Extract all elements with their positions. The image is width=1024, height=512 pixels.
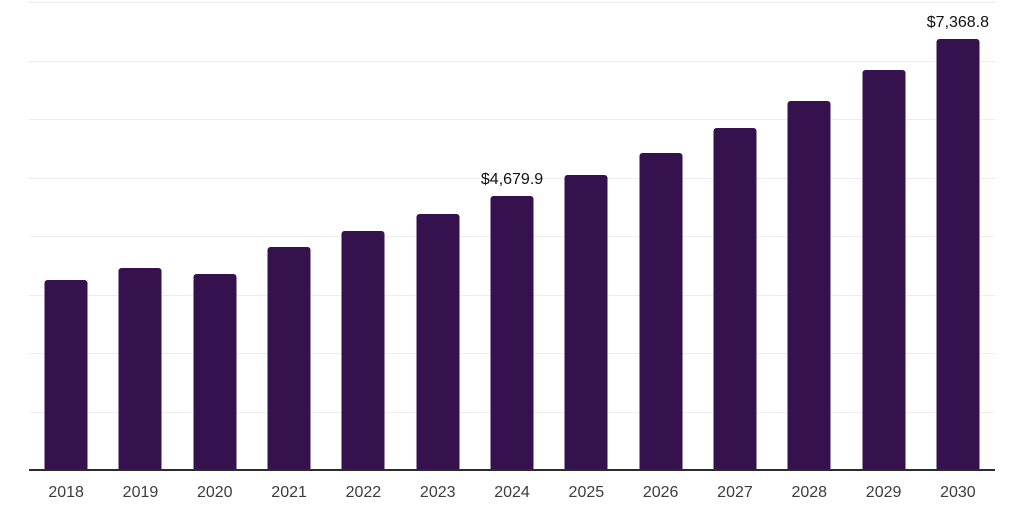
x-axis-tick-labels: 2018 2019 2020 2021 2022 2023 2024 2025 2026 2027… bbox=[29, 471, 995, 502]
gridline-7000 bbox=[29, 60, 995, 62]
bar-2020 bbox=[193, 274, 237, 470]
x-tick-2025: 2025 bbox=[568, 484, 605, 501]
bar-column-2029 bbox=[846, 2, 920, 470]
x-axis-line bbox=[29, 469, 995, 471]
bar-column-2030: $7,368.8 bbox=[921, 2, 995, 470]
x-tick-2028: 2028 bbox=[791, 484, 828, 501]
bar-column-2020 bbox=[178, 2, 252, 470]
bar-column-2019 bbox=[103, 2, 177, 470]
bar-2027 bbox=[713, 128, 757, 470]
bar-2021 bbox=[267, 247, 311, 470]
bar-2026 bbox=[639, 152, 683, 470]
x-tick-2029: 2029 bbox=[865, 484, 902, 501]
bar-column-2026 bbox=[624, 2, 698, 470]
bar-column-2025 bbox=[549, 2, 623, 470]
bar-column-2027 bbox=[698, 2, 772, 470]
x-tick-2023: 2023 bbox=[419, 484, 456, 501]
gridline-6000 bbox=[29, 119, 995, 120]
bar-2028 bbox=[787, 100, 831, 470]
bar-2024 bbox=[490, 196, 534, 470]
bar-2023 bbox=[416, 214, 460, 470]
data-label-2030: $7,368.8 bbox=[926, 13, 990, 31]
bar-2025 bbox=[564, 175, 608, 470]
bar-2019 bbox=[118, 267, 162, 470]
gridline-5000 bbox=[29, 177, 995, 179]
bar-2030 bbox=[936, 38, 980, 470]
x-tick-2022: 2022 bbox=[345, 484, 382, 501]
plot-area: $4,679.9 $7,368.8 bbox=[29, 2, 995, 470]
bar-column-2022 bbox=[326, 2, 400, 470]
x-tick-2019: 2019 bbox=[122, 484, 159, 501]
bars-layer: $4,679.9 $7,368.8 bbox=[29, 2, 995, 470]
bar-2022 bbox=[341, 231, 385, 470]
x-tick-2026: 2026 bbox=[642, 484, 679, 501]
bar-column-2024: $4,679.9 bbox=[475, 2, 549, 470]
bar-2029 bbox=[862, 69, 906, 470]
bar-column-2028 bbox=[772, 2, 846, 470]
bar-column-2021 bbox=[252, 2, 326, 470]
x-tick-2020: 2020 bbox=[196, 484, 233, 501]
bar-column-2023 bbox=[401, 2, 475, 470]
data-label-2024: $4,679.9 bbox=[480, 171, 544, 189]
bar-2018 bbox=[44, 279, 88, 470]
x-tick-2030: 2030 bbox=[940, 484, 976, 501]
x-tick-2024: 2024 bbox=[494, 484, 530, 501]
x-tick-2021: 2021 bbox=[271, 484, 307, 501]
x-tick-2027: 2027 bbox=[717, 484, 753, 501]
gridline-8000 bbox=[29, 2, 995, 3]
x-tick-2018: 2018 bbox=[48, 484, 84, 501]
bar-column-2018 bbox=[29, 2, 103, 470]
